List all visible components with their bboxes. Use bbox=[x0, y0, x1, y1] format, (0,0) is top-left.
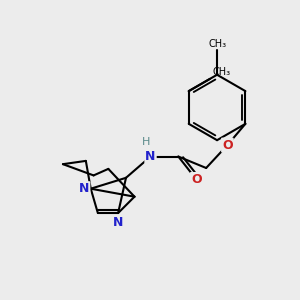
Text: N: N bbox=[79, 182, 89, 195]
Text: CH₃: CH₃ bbox=[213, 67, 231, 77]
Text: O: O bbox=[191, 173, 202, 186]
Text: CH₃: CH₃ bbox=[208, 39, 226, 49]
Text: N: N bbox=[113, 216, 123, 230]
Text: N: N bbox=[145, 150, 156, 163]
Text: H: H bbox=[141, 137, 150, 147]
Text: O: O bbox=[222, 139, 233, 152]
